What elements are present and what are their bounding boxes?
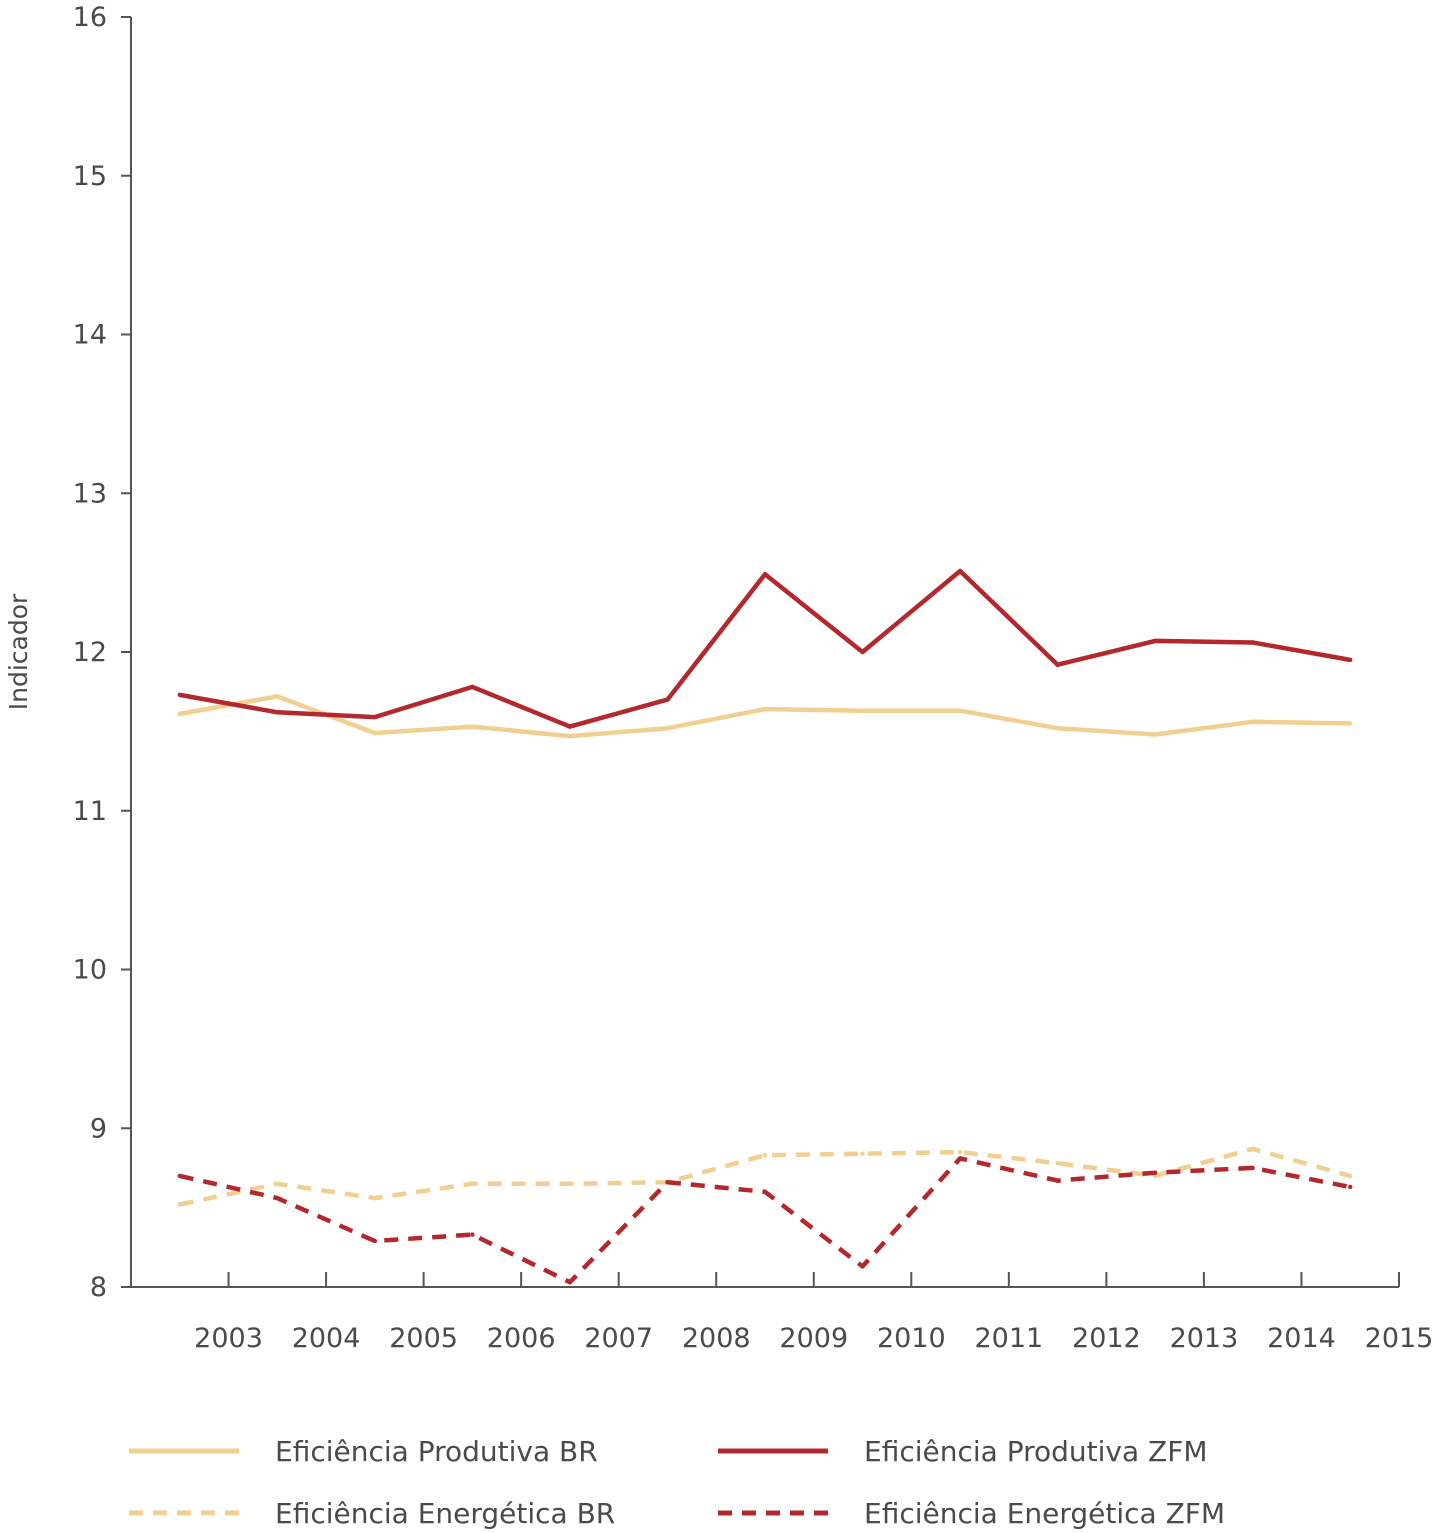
data-point (762, 1189, 768, 1194)
x-tick-label: 2008 (682, 1323, 751, 1354)
legend-item-eficiencia-produtiva-zfm: Eficiência Produtiva ZFM (718, 1435, 1207, 1468)
data-point (957, 1149, 963, 1155)
data-point (1152, 638, 1158, 644)
data-point (1348, 1184, 1353, 1190)
data-point (372, 1238, 378, 1244)
data-point (1348, 721, 1353, 726)
data-point (665, 1180, 670, 1185)
data-point (470, 724, 475, 729)
data-point (470, 1232, 475, 1237)
series-eficiencia-energetica-br (177, 1146, 1353, 1207)
x-tick-label: 2007 (584, 1323, 653, 1354)
series-eficiencia-produtiva-br (177, 694, 1353, 739)
y-tick-label: 9 (90, 1113, 107, 1144)
data-point (1250, 1146, 1255, 1152)
series-eficiencia-produtiva-zfm (177, 568, 1353, 729)
data-point (1055, 726, 1060, 731)
data-point (957, 568, 963, 574)
data-point (860, 1264, 865, 1269)
y-tick-label: 16 (73, 2, 107, 33)
y-axis-title: Indicador (4, 593, 33, 710)
axes (130, 17, 1399, 1288)
data-point (860, 649, 865, 655)
data-point (177, 692, 182, 698)
legend: Eficiência Produtiva BR Eficiência Produt… (129, 1435, 1225, 1530)
x-tick-label: 2015 (1365, 1323, 1434, 1354)
x-axis-ticks: 2003 2004 2005 2006 2007 2008 2009 2010 2011 2012… (194, 1272, 1433, 1354)
data-point (762, 1153, 768, 1158)
y-tick-label: 15 (73, 161, 107, 192)
data-point (177, 1173, 182, 1179)
data-point (1250, 719, 1255, 725)
y-tick-label: 8 (90, 1272, 107, 1303)
data-point (275, 694, 280, 699)
x-tick-label: 2013 (1170, 1323, 1239, 1354)
x-tick-label: 2010 (877, 1323, 946, 1354)
y-tick-label: 12 (73, 637, 107, 668)
data-point (762, 572, 768, 577)
series-line (179, 1156, 1351, 1285)
x-tick-label: 2004 (292, 1323, 361, 1354)
data-point (567, 1181, 573, 1187)
x-tick-label: 2005 (389, 1323, 458, 1354)
y-tick-label: 10 (73, 955, 107, 986)
x-tick-label: 2006 (487, 1323, 556, 1354)
x-tick-label: 2012 (1072, 1323, 1141, 1354)
data-point (957, 708, 963, 713)
y-tick-label: 14 (73, 320, 107, 351)
legend-label: Eficiência Produtiva BR (275, 1435, 598, 1468)
data-point (372, 730, 378, 736)
data-series (177, 568, 1353, 1285)
data-point (1348, 657, 1353, 663)
series-eficiencia-energetica-zfm (177, 1156, 1353, 1285)
data-point (275, 1181, 280, 1187)
y-tick-label: 13 (73, 478, 107, 509)
legend-item-eficiencia-energetica-zfm: Eficiência Energética ZFM (718, 1497, 1225, 1530)
x-tick-label: 2003 (194, 1323, 263, 1354)
y-tick-label: 11 (73, 796, 107, 827)
data-point (1152, 732, 1158, 737)
data-point (275, 710, 280, 715)
x-tick-label: 2014 (1267, 1323, 1336, 1354)
y-axis-ticks: 8 9 10 11 12 13 14 15 16 (73, 2, 131, 1303)
data-point (177, 1202, 182, 1207)
x-tick-label: 2009 (779, 1323, 848, 1354)
legend-label: Eficiência Produtiva ZFM (864, 1435, 1207, 1468)
data-point (762, 706, 768, 712)
data-point (1250, 640, 1255, 645)
x-tick-label: 2011 (974, 1323, 1043, 1354)
legend-item-eficiencia-energetica-br: Eficiência Energética BR (129, 1497, 615, 1530)
data-point (470, 1181, 475, 1187)
data-point (177, 711, 182, 717)
data-point (1055, 662, 1060, 667)
series-line (179, 568, 1351, 729)
data-point (372, 714, 378, 720)
data-point (665, 726, 670, 731)
legend-label: Eficiência Energética ZFM (864, 1497, 1225, 1530)
data-point (1055, 1178, 1060, 1183)
data-point (1348, 1173, 1353, 1179)
data-point (957, 1156, 963, 1161)
data-point (1152, 1170, 1158, 1175)
data-point (860, 708, 865, 713)
legend-label: Eficiência Energética BR (275, 1497, 615, 1530)
data-point (1250, 1165, 1255, 1171)
data-point (567, 733, 573, 739)
legend-item-eficiencia-produtiva-br: Eficiência Produtiva BR (129, 1435, 598, 1468)
data-point (567, 724, 573, 729)
data-point (567, 1280, 573, 1285)
data-point (470, 684, 475, 690)
data-point (275, 1195, 280, 1201)
data-point (372, 1195, 378, 1201)
data-point (665, 697, 670, 702)
data-point (860, 1151, 865, 1156)
data-point (1055, 1160, 1060, 1166)
